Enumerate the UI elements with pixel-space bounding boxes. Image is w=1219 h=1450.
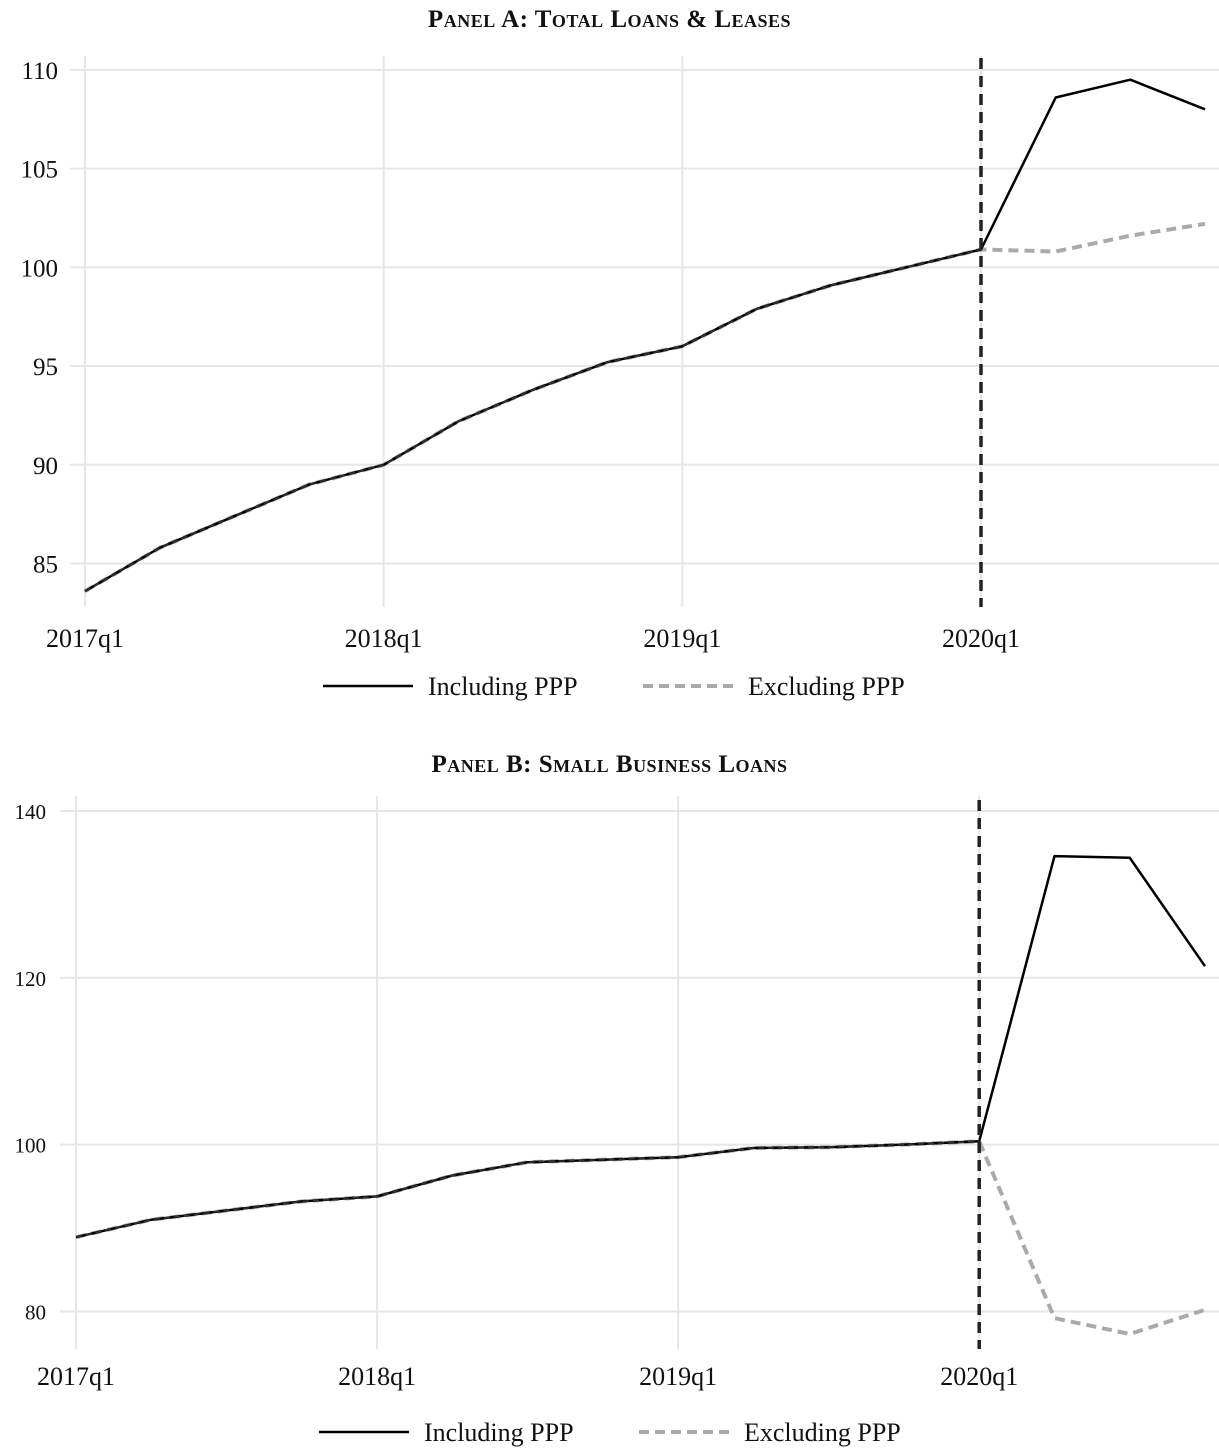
legend-label-excluding-ppp: Excluding PPP <box>744 1418 901 1447</box>
y-tick-label: 105 <box>21 157 59 184</box>
panel-a: Panel A: Total Loans & Leases 85 90 95 100 1… <box>21 6 1219 701</box>
x-tick-label: 2017q1 <box>37 1362 115 1391</box>
x-tick-label: 2020q1 <box>942 624 1020 653</box>
legend-label-including-ppp: Including PPP <box>424 1418 574 1447</box>
y-tick-label: 140 <box>15 800 47 824</box>
x-tick-label: 2020q1 <box>940 1362 1018 1391</box>
legend-label-excluding-ppp: Excluding PPP <box>748 672 905 701</box>
overlap-line <box>75 1140 980 1238</box>
x-tick-label: 2018q1 <box>345 624 423 653</box>
y-tick-label: 110 <box>21 58 58 85</box>
series-line-including-ppp <box>84 78 1206 593</box>
panel-a-title: Panel A: Total Loans & Leases <box>427 6 792 33</box>
panel-b-title: Panel B: Small Business Loans <box>431 751 788 778</box>
y-tick-label: 90 <box>33 453 58 480</box>
legend-label-including-ppp: Including PPP <box>428 672 578 701</box>
x-tick-label: 2019q1 <box>643 624 721 653</box>
y-tick-label: 80 <box>25 1300 46 1324</box>
x-tick-label: 2019q1 <box>639 1362 717 1391</box>
y-tick-label: 95 <box>33 354 58 381</box>
panel-b: Panel B: Small Business Loans 80 100 120 14… <box>0 745 1219 1450</box>
x-tick-label: 2018q1 <box>338 1362 416 1391</box>
y-tick-label: 100 <box>15 1134 47 1158</box>
panel-b-chart: 80 100 120 140 2017q1 2018q1 2019q1 2020q1 Inclu… <box>15 796 1219 1447</box>
series-line-excluding-ppp <box>75 1139 1206 1336</box>
x-tick-label: 2017q1 <box>46 624 124 653</box>
series-line-including-ppp <box>75 854 1207 1239</box>
overlap-line <box>84 248 982 592</box>
y-tick-label: 120 <box>15 967 47 991</box>
y-tick-label: 85 <box>33 552 58 579</box>
y-tick-label: 100 <box>21 255 59 282</box>
series-line-excluding-ppp <box>83 221 1206 593</box>
panel-a-chart: 85 90 95 100 105 110 2017q1 2018q1 2019q1 2020q1 I… <box>21 56 1219 701</box>
